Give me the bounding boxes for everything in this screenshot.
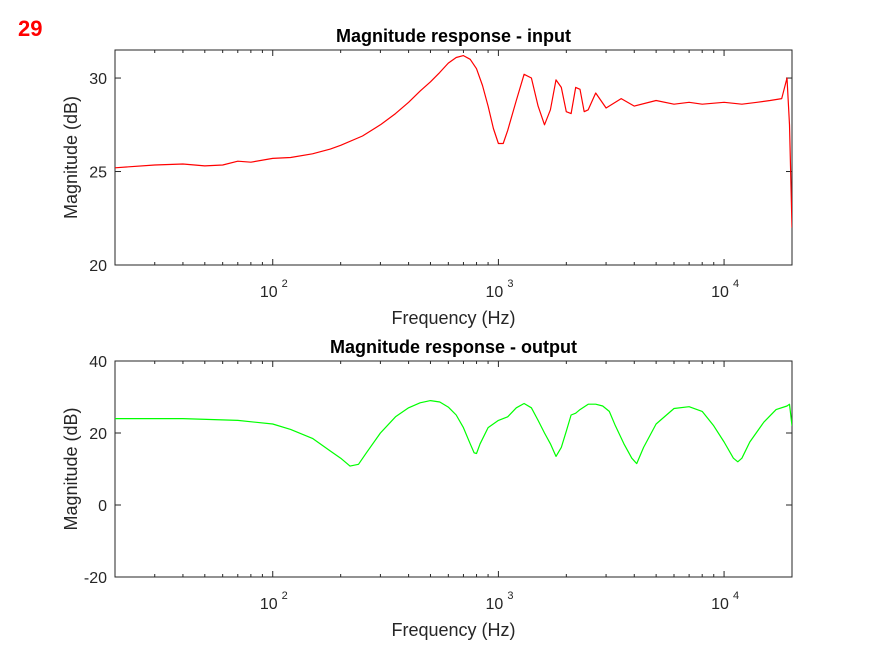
input-y-tick-label: 30	[89, 71, 107, 88]
output-x-tick-label: 10	[486, 596, 504, 613]
output-series-line	[115, 400, 792, 467]
input-x-tick-label: 10	[711, 284, 729, 301]
input-x-tick-exponent: 2	[282, 278, 288, 290]
output-x-tick-label: 10	[711, 596, 729, 613]
output-y-tick-label: 0	[98, 498, 107, 515]
input-x-tick-label: 10	[260, 284, 278, 301]
output-y-axis-label: Magnitude (dB)	[61, 407, 81, 530]
output-x-tick-exponent: 2	[282, 590, 288, 602]
output-y-tick-label: 20	[89, 426, 107, 443]
input-y-tick-label: 20	[89, 258, 107, 275]
input-x-tick-exponent: 4	[733, 278, 739, 290]
figure-number-label: 29	[18, 16, 43, 41]
output-chart-title: Magnitude response - output	[330, 337, 577, 357]
output-x-tick-exponent: 3	[507, 590, 513, 602]
input-x-tick-label: 10	[486, 284, 504, 301]
input-x-tick-exponent: 3	[507, 278, 513, 290]
output-x-tick-exponent: 4	[733, 590, 739, 602]
output-x-axis-label: Frequency (Hz)	[391, 620, 515, 640]
input-axes-box	[114, 49, 793, 266]
input-y-axis-label: Magnitude (dB)	[61, 96, 81, 219]
input-x-axis-label: Frequency (Hz)	[391, 308, 515, 328]
output-axes-box	[114, 360, 793, 578]
output-y-tick-label: 40	[89, 354, 107, 371]
output-y-tick-label: -20	[84, 570, 107, 587]
output-x-tick-label: 10	[260, 596, 278, 613]
input-series-line	[115, 54, 792, 228]
input-chart-title: Magnitude response - input	[336, 26, 571, 46]
input-y-tick-label: 25	[89, 165, 107, 182]
